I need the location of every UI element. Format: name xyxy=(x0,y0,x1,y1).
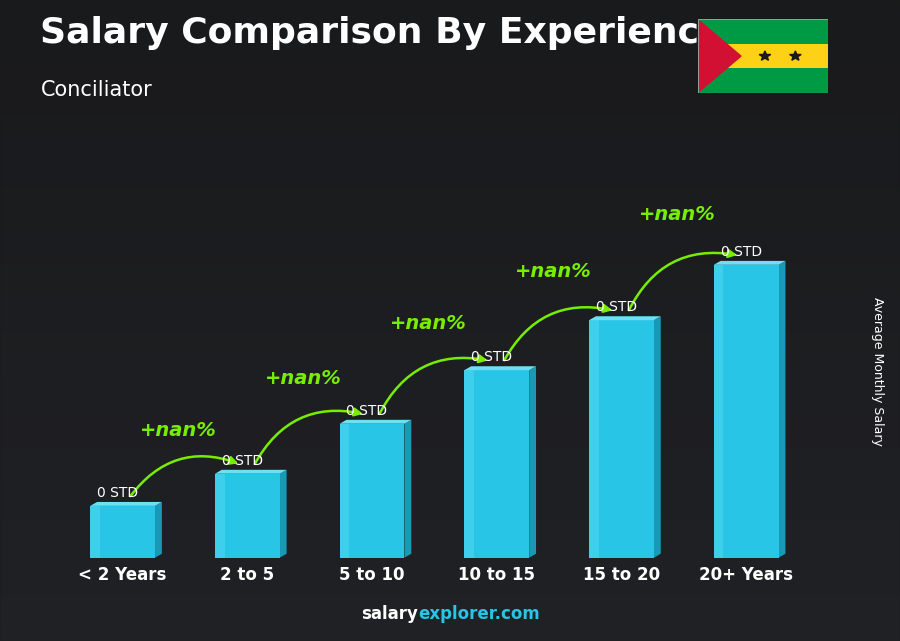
Polygon shape xyxy=(155,502,162,558)
Bar xyxy=(714,265,724,558)
Text: 0 STD: 0 STD xyxy=(346,404,388,418)
Bar xyxy=(589,320,598,558)
Polygon shape xyxy=(280,470,286,558)
Bar xyxy=(589,320,654,558)
Text: 0 STD: 0 STD xyxy=(221,454,263,468)
Bar xyxy=(90,506,155,558)
Text: 0 STD: 0 STD xyxy=(596,301,637,315)
Bar xyxy=(698,68,828,93)
Polygon shape xyxy=(698,19,741,93)
Polygon shape xyxy=(464,366,536,370)
Bar xyxy=(698,44,828,68)
Text: +nan%: +nan% xyxy=(266,369,342,388)
Text: 0 STD: 0 STD xyxy=(721,245,761,259)
Bar xyxy=(339,424,404,558)
Bar xyxy=(698,19,828,44)
Text: Conciliator: Conciliator xyxy=(40,80,152,100)
Text: explorer.com: explorer.com xyxy=(418,605,540,623)
Bar xyxy=(90,506,100,558)
Polygon shape xyxy=(778,261,786,558)
Text: 0 STD: 0 STD xyxy=(97,486,139,500)
Text: Salary Comparison By Experience: Salary Comparison By Experience xyxy=(40,16,724,50)
Text: 0 STD: 0 STD xyxy=(472,351,512,365)
Text: +nan%: +nan% xyxy=(140,421,217,440)
Bar xyxy=(714,265,778,558)
Bar xyxy=(215,474,225,558)
Polygon shape xyxy=(654,316,661,558)
Text: +nan%: +nan% xyxy=(515,262,591,281)
Polygon shape xyxy=(404,420,411,558)
Polygon shape xyxy=(589,316,661,320)
Bar xyxy=(464,370,474,558)
Polygon shape xyxy=(759,51,770,60)
Polygon shape xyxy=(339,420,411,424)
Polygon shape xyxy=(90,502,162,506)
Polygon shape xyxy=(215,470,286,474)
Polygon shape xyxy=(714,261,786,265)
Text: +nan%: +nan% xyxy=(639,204,716,224)
Text: salary: salary xyxy=(362,605,418,623)
Bar xyxy=(464,370,529,558)
Polygon shape xyxy=(789,51,801,60)
Polygon shape xyxy=(529,366,536,558)
Bar xyxy=(339,424,349,558)
Bar xyxy=(215,474,280,558)
Text: +nan%: +nan% xyxy=(390,313,466,333)
Text: Average Monthly Salary: Average Monthly Salary xyxy=(871,297,884,446)
